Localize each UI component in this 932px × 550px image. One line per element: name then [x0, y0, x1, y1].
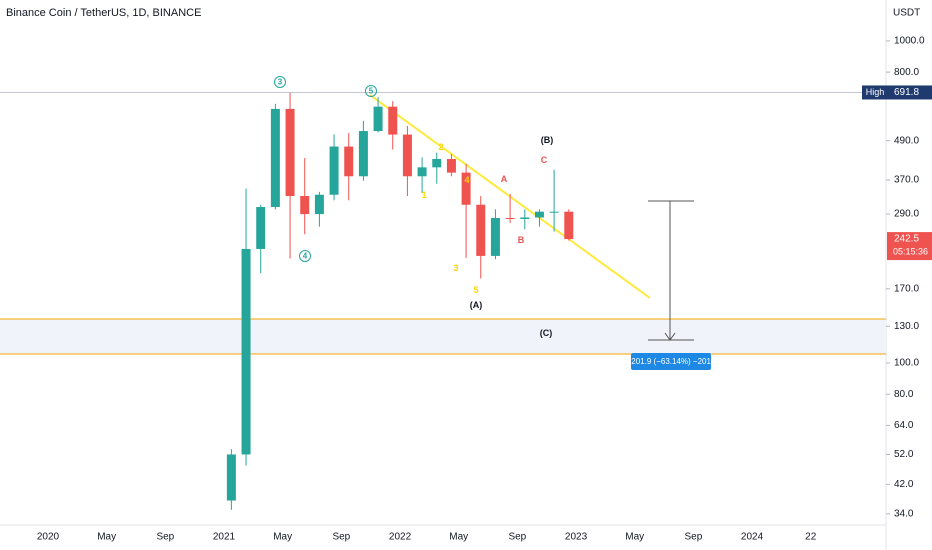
wave-label: (C) [540, 328, 553, 338]
y-tick-label: 130.0 [894, 321, 919, 332]
wave-label: 3 [453, 263, 458, 273]
candle-body [490, 217, 500, 256]
measure-label: −201.9 (−63.14%) −2019 [627, 357, 716, 366]
candle-body [520, 217, 530, 219]
high-name: High [866, 87, 885, 97]
high-name-box [862, 85, 888, 100]
candle-body [270, 108, 280, 208]
y-tick-label: 370.0 [894, 175, 919, 186]
last-price-box [887, 232, 932, 261]
wave-label: 5 [473, 285, 478, 295]
candle-body [476, 204, 486, 256]
x-tick-label: 2020 [37, 532, 60, 543]
wave-label: 4 [464, 175, 469, 185]
wave-label: 1 [421, 190, 426, 200]
candle-body [285, 108, 295, 196]
y-tick-label: 290.0 [894, 209, 919, 220]
x-tick-label: Sep [332, 532, 350, 543]
candle-body [402, 134, 412, 177]
wave-circle [299, 250, 311, 262]
wave-label: (A) [470, 300, 483, 310]
y-tick-label: 52.0 [894, 449, 914, 460]
y-tick-label: 170.0 [894, 283, 919, 294]
candle-body [373, 106, 383, 132]
y-tick-label: 42.0 [894, 479, 914, 490]
x-tick-label: 2022 [389, 532, 412, 543]
y-tick-label: 64.0 [894, 420, 914, 431]
wave-label: 5 [369, 87, 374, 96]
candle-body [241, 248, 251, 455]
wave-circle [365, 85, 377, 97]
candle-body [549, 211, 559, 213]
candle-body [534, 211, 544, 218]
y-tick-label: 34.0 [894, 509, 914, 520]
wave-label: 4 [303, 252, 308, 261]
candle-body [461, 172, 471, 205]
wave-label: B [518, 235, 525, 245]
y-tick-label: 80.0 [894, 389, 914, 400]
x-tick-label: May [97, 532, 116, 543]
wave-label: (B) [541, 135, 554, 145]
x-tick-label: May [273, 532, 292, 543]
last-price: 242.5 [894, 234, 919, 245]
chart-title: Binance Coin / TetherUS, 1D, BINANCE [6, 7, 201, 19]
countdown: 05:15:36 [893, 246, 928, 256]
y-tick-label: 1000.0 [894, 36, 925, 47]
candle-body [314, 194, 324, 215]
candle-body [300, 195, 310, 215]
candle-body [358, 131, 368, 177]
x-tick-label: 2023 [565, 532, 588, 543]
candle-body [417, 167, 427, 177]
wave-label: 3 [278, 78, 283, 87]
y-tick-label: 100.0 [894, 358, 919, 369]
y-tick-label: 800.0 [894, 67, 919, 78]
y-tick-label: 490.0 [894, 135, 919, 146]
x-tick-label: May [625, 532, 644, 543]
candle-body [564, 211, 574, 240]
x-tick-label: 2024 [741, 532, 764, 543]
high-value-box [888, 85, 932, 100]
x-tick-label: 22 [805, 532, 817, 543]
target-zone [0, 319, 886, 354]
candle-body [432, 158, 442, 168]
candle-body [256, 207, 266, 249]
candle-body [388, 106, 398, 135]
measure-box [631, 353, 711, 370]
high-value: 691.8 [894, 87, 919, 98]
wave-label: A [501, 174, 508, 184]
x-tick-label: Sep [684, 532, 702, 543]
measure-tool: −201.9 (−63.14%) −2019 [627, 200, 716, 370]
candle-body [505, 217, 515, 219]
measure-arrow [664, 332, 676, 341]
candle-body [226, 454, 236, 501]
wave-circle [274, 76, 286, 88]
y-axis-label: USDT [893, 8, 920, 19]
x-tick-label: Sep [156, 532, 174, 543]
x-tick-label: May [449, 532, 468, 543]
wave-label: C [541, 155, 548, 165]
candle-body [329, 146, 339, 195]
x-tick-label: Sep [508, 532, 526, 543]
wave-label: 2 [438, 142, 443, 152]
x-tick-label: 2021 [213, 532, 236, 543]
candle-body [446, 158, 456, 173]
candle-body [344, 146, 354, 177]
